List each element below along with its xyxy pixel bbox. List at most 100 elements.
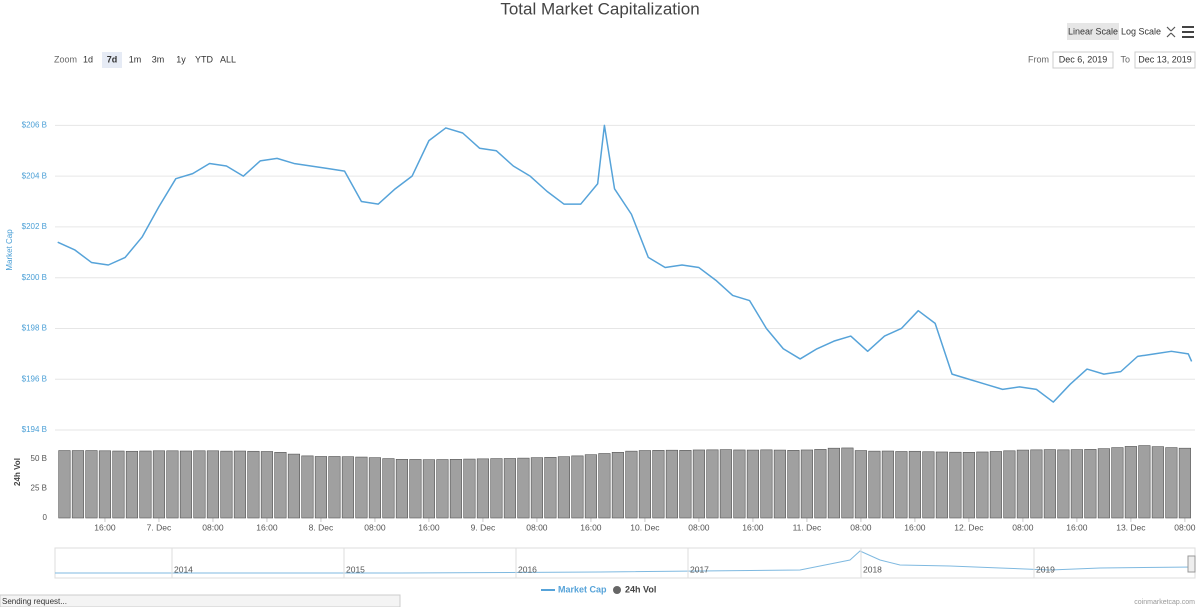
navigator-year: 2015: [346, 564, 365, 574]
x-tick-label: 08:00: [1174, 522, 1196, 532]
bar: [841, 447, 854, 519]
y-tick-label: $206 B: [22, 120, 47, 129]
fullscreen-icon[interactable]: [1166, 26, 1176, 38]
zoom-button[interactable]: 3m: [152, 54, 165, 64]
y-tick-label: $200 B: [22, 273, 47, 282]
zoom-button[interactable]: 1d: [83, 54, 93, 64]
legend-entry[interactable]: 24h Vol: [625, 584, 656, 594]
bar: [1111, 447, 1124, 519]
bar: [773, 449, 786, 519]
bar: [706, 449, 719, 519]
x-tick-label: 16:00: [1066, 522, 1088, 532]
bar: [193, 450, 206, 519]
bar: [1016, 449, 1029, 519]
bar: [949, 451, 962, 519]
to-label: To: [1120, 54, 1130, 64]
bar: [989, 451, 1002, 519]
navigator-year: 2017: [690, 564, 709, 574]
bar: [166, 450, 179, 519]
zoom-button[interactable]: 1y: [176, 54, 186, 64]
bar: [854, 450, 867, 519]
y-tick-label: 25 B: [31, 484, 47, 493]
bar: [895, 451, 908, 519]
x-tick-label: 08:00: [1012, 522, 1034, 532]
bar: [733, 449, 746, 519]
bar: [274, 452, 287, 519]
bar: [1124, 446, 1137, 519]
status-bar: [0, 594, 401, 607]
x-tick-label: 8. Dec: [309, 522, 334, 532]
bar: [1178, 447, 1191, 519]
menu-icon[interactable]: [1182, 26, 1194, 38]
bar: [422, 459, 435, 519]
bar: [544, 456, 557, 519]
date-input[interactable]: [1052, 51, 1114, 69]
zoom-button[interactable]: YTD: [195, 54, 214, 64]
bar: [436, 459, 449, 519]
x-tick-label: 16:00: [256, 522, 278, 532]
x-tick-label: 10. Dec: [630, 522, 660, 532]
zoom-button[interactable]: 1m: [129, 54, 142, 64]
bar: [800, 449, 813, 519]
x-tick-label: 16:00: [580, 522, 602, 532]
bar: [233, 450, 247, 519]
x-tick-label: 12. Dec: [954, 522, 984, 532]
x-tick-label: 16:00: [418, 522, 440, 532]
legend-entry[interactable]: Market Cap: [558, 584, 607, 594]
bar: [152, 450, 166, 519]
bar: [935, 451, 948, 519]
x-tick-label: 16:00: [94, 522, 116, 532]
scale-button[interactable]: Linear Scale: [1068, 26, 1118, 36]
y-tick-label: 0: [43, 513, 48, 522]
bar: [449, 459, 462, 519]
bar: [1057, 449, 1070, 519]
bar: [908, 450, 921, 519]
bar: [85, 450, 98, 519]
bar: [355, 456, 368, 519]
y-tick-label: 50 B: [31, 454, 47, 463]
bar: [409, 459, 422, 519]
scale-button[interactable]: Log Scale: [1121, 26, 1161, 36]
navigator[interactable]: [54, 547, 1196, 579]
zoom-button[interactable]: ALL: [220, 54, 236, 64]
bar: [679, 450, 692, 519]
bar: [976, 451, 989, 519]
bar: [247, 450, 260, 519]
y-tick-label: $202 B: [22, 222, 47, 231]
x-tick-label: 16:00: [742, 522, 764, 532]
y-tick-label: $196 B: [22, 374, 47, 383]
bar: [287, 453, 301, 519]
bar: [881, 450, 894, 519]
bar: [962, 452, 975, 519]
bar: [652, 450, 665, 519]
chart-title: Total Market Capitalization: [500, 0, 699, 18]
bar: [571, 455, 584, 519]
bar: [719, 449, 732, 519]
bar: [490, 458, 503, 519]
bar: [1151, 446, 1164, 519]
zoom-button[interactable]: 7d: [107, 54, 118, 64]
x-tick-label: 16:00: [904, 522, 926, 532]
bar: [220, 450, 233, 519]
date-input[interactable]: [1134, 51, 1196, 69]
bar: [1084, 449, 1097, 519]
from-label: From: [1028, 54, 1049, 64]
bar: [868, 450, 881, 519]
bar: [692, 449, 705, 519]
bar: [139, 450, 152, 519]
bar: [382, 458, 395, 519]
bar: [260, 451, 274, 519]
status-text: Sending request...: [2, 597, 67, 606]
bar: [1030, 449, 1043, 519]
bar: [1070, 449, 1083, 519]
bar: [314, 456, 328, 519]
bar: [625, 450, 638, 519]
bar: [301, 455, 314, 519]
bar: [395, 459, 408, 519]
bar: [1097, 448, 1110, 519]
navigator-year: 2014: [174, 564, 193, 574]
bar: [1043, 449, 1056, 519]
y-tick-label: $204 B: [22, 171, 47, 180]
bar: [827, 447, 840, 519]
